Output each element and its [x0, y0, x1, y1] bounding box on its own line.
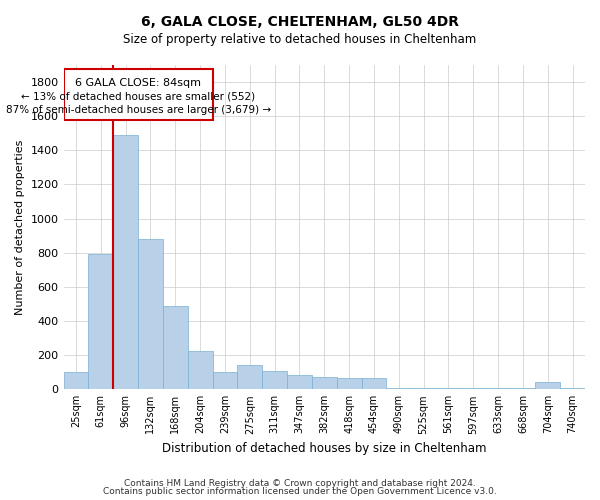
- Text: Size of property relative to detached houses in Cheltenham: Size of property relative to detached ho…: [124, 32, 476, 46]
- Bar: [312, 376, 337, 390]
- Bar: [138, 239, 163, 390]
- Bar: [238, 364, 262, 390]
- Bar: [560, 388, 585, 390]
- Text: ← 13% of detached houses are smaller (552): ← 13% of detached houses are smaller (55…: [21, 92, 256, 102]
- Bar: [362, 378, 386, 390]
- Bar: [188, 351, 212, 390]
- Bar: [113, 135, 138, 390]
- Bar: [535, 382, 560, 390]
- Bar: [461, 388, 485, 390]
- Bar: [411, 388, 436, 390]
- Text: Contains HM Land Registry data © Crown copyright and database right 2024.: Contains HM Land Registry data © Crown c…: [124, 478, 476, 488]
- Bar: [337, 378, 362, 390]
- Bar: [436, 388, 461, 390]
- Polygon shape: [64, 70, 212, 120]
- Bar: [212, 372, 238, 390]
- Bar: [88, 254, 113, 390]
- Text: 6, GALA CLOSE, CHELTENHAM, GL50 4DR: 6, GALA CLOSE, CHELTENHAM, GL50 4DR: [141, 15, 459, 29]
- Bar: [64, 372, 88, 390]
- Bar: [163, 306, 188, 390]
- X-axis label: Distribution of detached houses by size in Cheltenham: Distribution of detached houses by size …: [162, 442, 487, 455]
- Bar: [386, 388, 411, 390]
- Text: Contains public sector information licensed under the Open Government Licence v3: Contains public sector information licen…: [103, 488, 497, 496]
- Text: 6 GALA CLOSE: 84sqm: 6 GALA CLOSE: 84sqm: [75, 78, 201, 88]
- Bar: [511, 388, 535, 390]
- Bar: [262, 372, 287, 390]
- Bar: [287, 375, 312, 390]
- Bar: [485, 388, 511, 390]
- Y-axis label: Number of detached properties: Number of detached properties: [15, 140, 25, 315]
- Text: 87% of semi-detached houses are larger (3,679) →: 87% of semi-detached houses are larger (…: [6, 105, 271, 115]
